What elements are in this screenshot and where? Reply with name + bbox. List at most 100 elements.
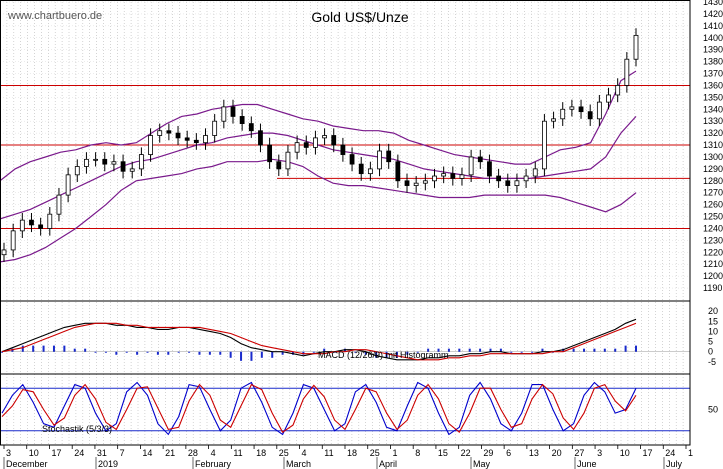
candle-body (560, 108, 566, 120)
candle-body (84, 158, 89, 167)
macd-histogram-bar (198, 351, 201, 355)
candle-body (523, 175, 529, 182)
macd-histogram-bar (167, 351, 170, 355)
macd-histogram-bar (458, 348, 461, 352)
frame-outline (0, 0, 691, 446)
candle-body (340, 144, 346, 155)
price-tick-label: 1230 (703, 235, 723, 245)
price-tick-label: 1300 (703, 152, 723, 162)
candle-body (514, 180, 520, 186)
candle-body (193, 139, 199, 144)
day-tick-label: 10 (29, 448, 39, 458)
macd-histogram-bar (94, 351, 97, 353)
day-tick-label: 17 (643, 448, 653, 458)
candle-body (413, 182, 419, 186)
macd-histogram-bar (125, 351, 128, 353)
macd-histogram-bar (1, 351, 3, 353)
macd-histogram-bar (416, 351, 419, 353)
day-tick-label: 4 (211, 448, 216, 458)
macd-histogram-bar (447, 348, 450, 352)
macd-histogram-bar (593, 348, 596, 352)
chart-title: Gold US$/Unze (311, 9, 408, 25)
macd-histogram-bar (188, 351, 191, 353)
candle-body (624, 58, 630, 86)
macd-histogram-bar (635, 345, 637, 352)
price-tick-label: 1210 (703, 259, 723, 269)
candle-body (38, 224, 44, 229)
candle-body (267, 144, 273, 163)
candle-body (65, 174, 71, 196)
day-tick-label: 20 (552, 448, 562, 458)
macd-histogram-bar (63, 345, 66, 352)
stochastic-d-line (1, 383, 637, 434)
candle-body (102, 158, 108, 165)
candle-body (505, 180, 511, 186)
candle-body (258, 130, 263, 146)
day-tick-label: 18 (347, 448, 357, 458)
price-tick-label: 1240 (703, 223, 723, 233)
day-tick-label: 29 (483, 448, 493, 458)
candle-body (111, 161, 117, 165)
macd-histogram-bar (312, 351, 315, 353)
macd-histogram-bar (21, 345, 24, 352)
candle-body (221, 106, 227, 122)
candle-body (569, 106, 575, 110)
candle-body (496, 175, 502, 182)
candle-body (633, 34, 639, 60)
day-tick-label: 27 (574, 448, 584, 458)
macd-histogram-bar (260, 351, 263, 358)
price-tick-label: 1260 (703, 200, 723, 210)
chart-frame (0, 0, 691, 446)
candle-body (404, 180, 410, 186)
candle-body (349, 154, 355, 165)
day-tick-label: 28 (188, 448, 198, 458)
macd-tick-label: 5 (708, 337, 713, 347)
candle-body (120, 161, 126, 172)
day-tick-label: 31 (97, 448, 107, 458)
candle-body (138, 154, 144, 170)
upper-band (0, 70, 637, 182)
candle-body (175, 132, 181, 139)
candle-body (358, 163, 364, 175)
candle-body (212, 120, 218, 136)
macd-histogram-bar (541, 348, 544, 352)
stochastic-label: Stochastik (5/3/3) (42, 424, 112, 434)
price-tick-label: 1290 (703, 164, 723, 174)
day-tick-label: 1 (392, 448, 397, 458)
candle-body (587, 111, 593, 120)
macd-histogram-bar (208, 351, 211, 355)
candle-body (606, 94, 611, 103)
candle-body (166, 130, 172, 134)
candle-body (395, 161, 401, 182)
candle-body (230, 106, 236, 117)
macd-histogram-bar (375, 351, 378, 358)
candle-body (74, 166, 80, 176)
candle-body (10, 230, 16, 251)
macd-histogram-bar (73, 348, 76, 352)
month-label: May (473, 459, 491, 469)
x-axis-labels: 3 10 17 24 31 7 14 21 28 4 11 18 25 4 11 18 25 1 8 15 22 29 6 1… (3, 445, 693, 469)
price-tick-label: 1310 (703, 140, 723, 150)
macd-histogram-bar (468, 348, 471, 352)
day-tick-label: 1 (688, 448, 693, 458)
stochastic-panel (0, 381, 690, 436)
candle-body (542, 120, 547, 170)
day-tick-label: 25 (370, 448, 380, 458)
price-tick-label: 1250 (703, 212, 723, 222)
macd-tick-label: 0 (708, 347, 713, 357)
candle-body (468, 156, 474, 176)
price-tick-label: 1380 (703, 57, 723, 67)
day-tick-label: 11 (324, 448, 333, 458)
candle-body (129, 168, 135, 172)
candle-body (459, 174, 465, 179)
macd-signal-line (1, 322, 637, 361)
candle-body (532, 168, 538, 177)
macd-histogram-bar (136, 351, 139, 355)
macd-histogram-bar (572, 348, 575, 352)
day-tick-label: 13 (529, 448, 539, 458)
price-tick-label: 1270 (703, 188, 723, 198)
middle-band (0, 115, 637, 220)
macd-histogram-bar (281, 351, 284, 355)
day-tick-label: 11 (233, 448, 242, 458)
